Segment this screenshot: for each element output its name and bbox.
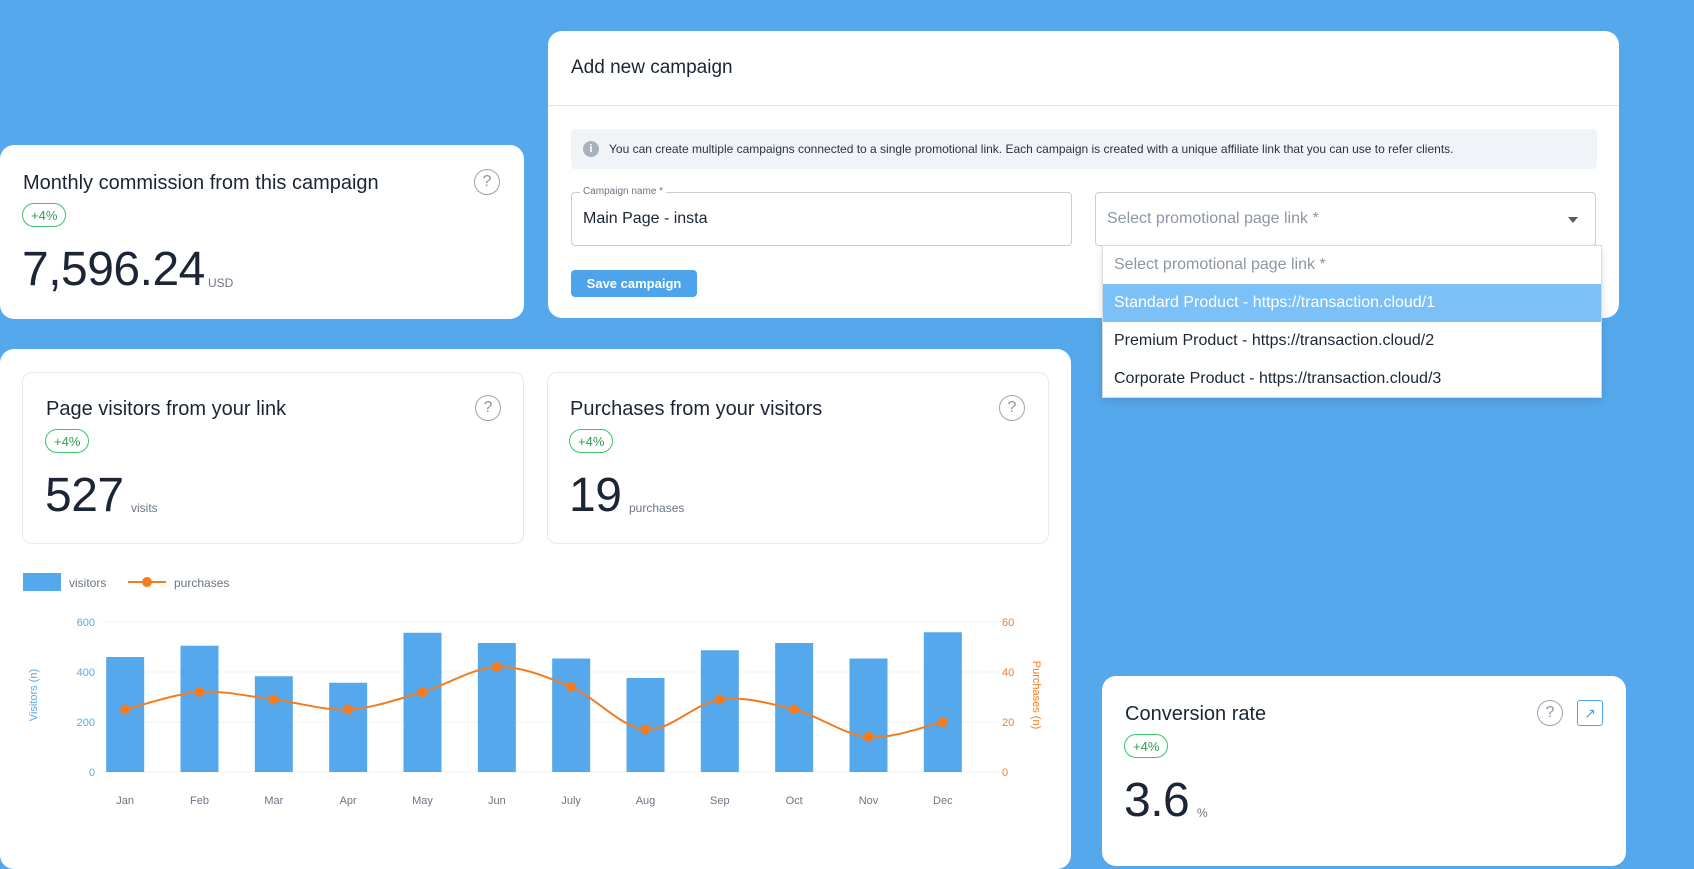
purchases-unit: purchases xyxy=(629,501,685,515)
purchases-card: Purchases from your visitors ? +4% 19 pu… xyxy=(547,372,1049,544)
bar-visitors-july xyxy=(552,658,591,772)
info-icon: i xyxy=(583,141,599,157)
info-text: You can create multiple campaigns connec… xyxy=(609,142,1454,156)
x-tick-label: Sep xyxy=(710,795,730,807)
help-icon[interactable]: ? xyxy=(1537,700,1563,726)
bar-visitors-may xyxy=(403,632,442,772)
select-placeholder: Select promotional page link * xyxy=(1107,210,1319,227)
bar-visitors-feb xyxy=(180,645,219,772)
point-purchases-apr xyxy=(343,704,354,715)
help-icon[interactable]: ? xyxy=(475,395,501,421)
dropdown-option-standard[interactable]: Standard Product - https://transaction.c… xyxy=(1103,284,1601,322)
y-tick-label: 400 xyxy=(77,667,95,679)
point-purchases-aug xyxy=(640,724,651,735)
promotional-link-dropdown: Select promotional page link * Standard … xyxy=(1102,245,1602,398)
point-purchases-mar xyxy=(268,694,279,705)
bar-visitors-nov xyxy=(849,658,888,772)
commission-value: 7,596.24 xyxy=(22,243,205,296)
campaign-form-card: Add new campaign i You can create multip… xyxy=(548,31,1619,318)
campaign-name-input[interactable]: Main Page - insta xyxy=(583,210,708,227)
purchases-value: 19 xyxy=(569,469,622,522)
x-tick-label: Feb xyxy=(190,795,209,807)
x-tick-label: Oct xyxy=(786,795,803,807)
commission-title: Monthly commission from this campaign xyxy=(23,172,379,194)
commission-card: Monthly commission from this campaign ? … xyxy=(0,145,524,319)
point-purchases-jan xyxy=(120,704,131,715)
info-box: i You can create multiple campaigns conn… xyxy=(571,129,1597,169)
bar-visitors-dec xyxy=(923,632,962,772)
visitors-value: 527 xyxy=(45,469,124,522)
point-purchases-sep xyxy=(714,694,725,705)
campaign-form-header: Add new campaign xyxy=(548,31,1619,106)
commission-unit: USD xyxy=(208,276,234,290)
x-tick-label: Jan xyxy=(116,795,134,807)
bar-visitors-mar xyxy=(254,676,293,772)
y2-tick-label: 20 xyxy=(1002,717,1014,729)
commission-badge: +4% xyxy=(22,203,67,227)
y2-tick-label: 60 xyxy=(1002,617,1014,629)
chevron-down-icon[interactable] xyxy=(1568,217,1578,223)
x-tick-label: May xyxy=(412,795,433,807)
x-tick-label: Jun xyxy=(488,795,506,807)
x-tick-label: July xyxy=(561,795,581,807)
open-external-icon[interactable]: ↗ xyxy=(1577,700,1603,726)
purchases-title: Purchases from your visitors xyxy=(570,398,823,420)
visitors-title: Page visitors from your link xyxy=(46,398,287,420)
x-tick-label: Mar xyxy=(264,795,283,807)
stats-card: Page visitors from your link ? +4% 527 v… xyxy=(0,349,1071,869)
campaign-name-label: Campaign name * xyxy=(580,186,667,197)
help-icon[interactable]: ? xyxy=(999,395,1025,421)
y2-axis-label: Purchases (n) xyxy=(1030,661,1042,729)
legend-visitors-swatch xyxy=(23,573,61,591)
campaign-name-field[interactable]: Campaign name * Main Page - insta xyxy=(571,186,1072,246)
purchases-badge: +4% xyxy=(569,429,614,453)
conversion-value: 3.6 xyxy=(1124,774,1190,827)
bar-visitors-apr xyxy=(329,682,368,772)
point-purchases-feb xyxy=(194,687,205,697)
dropdown-option-corporate[interactable]: Corporate Product - https://transaction.… xyxy=(1114,370,1442,387)
point-purchases-dec xyxy=(937,717,948,727)
conversion-unit: % xyxy=(1197,806,1208,820)
x-tick-label: Dec xyxy=(933,795,953,807)
y-tick-label: 200 xyxy=(77,717,95,729)
point-purchases-oct xyxy=(789,704,800,715)
help-icon[interactable]: ? xyxy=(474,169,500,195)
y-tick-label: 600 xyxy=(77,617,95,629)
dropdown-option-premium[interactable]: Premium Product - https://transaction.cl… xyxy=(1114,332,1435,349)
bar-visitors-sep xyxy=(700,650,739,772)
legend-purchases-label: purchases xyxy=(174,576,229,590)
visitors-badge: +4% xyxy=(45,429,90,453)
purchases-line xyxy=(124,665,944,739)
visitors-unit: visits xyxy=(131,501,158,515)
point-purchases-jun xyxy=(491,662,502,672)
point-purchases-nov xyxy=(863,732,874,742)
legend-purchases-dot xyxy=(142,577,152,587)
y2-tick-label: 40 xyxy=(1002,667,1014,679)
visitors-purchases-chart: visitors purchases Visitors (n) Purchase… xyxy=(23,573,1042,807)
x-tick-label: Aug xyxy=(636,795,656,807)
x-tick-label: Apr xyxy=(340,795,357,807)
promotional-link-select[interactable]: Select promotional page link * xyxy=(1095,192,1596,246)
visitors-card: Page visitors from your link ? +4% 527 v… xyxy=(22,372,524,544)
conversion-badge: +4% xyxy=(1124,734,1169,758)
save-campaign-button[interactable]: Save campaign xyxy=(571,270,697,297)
conversion-card: Conversion rate ? ↗ +4% 3.6 % xyxy=(1102,676,1626,866)
legend-visitors-label: visitors xyxy=(69,576,106,590)
point-purchases-july xyxy=(566,682,577,692)
dropdown-option-placeholder[interactable]: Select promotional page link * xyxy=(1114,256,1326,273)
point-purchases-may xyxy=(417,687,428,697)
y-tick-label: 0 xyxy=(89,767,95,779)
y-axis-label: Visitors (n) xyxy=(28,669,40,721)
x-tick-label: Nov xyxy=(859,795,879,807)
y2-tick-label: 0 xyxy=(1002,767,1008,779)
campaign-form-title: Add new campaign xyxy=(571,57,733,78)
conversion-title: Conversion rate xyxy=(1125,703,1267,725)
chart-legend: visitors purchases xyxy=(23,573,229,591)
